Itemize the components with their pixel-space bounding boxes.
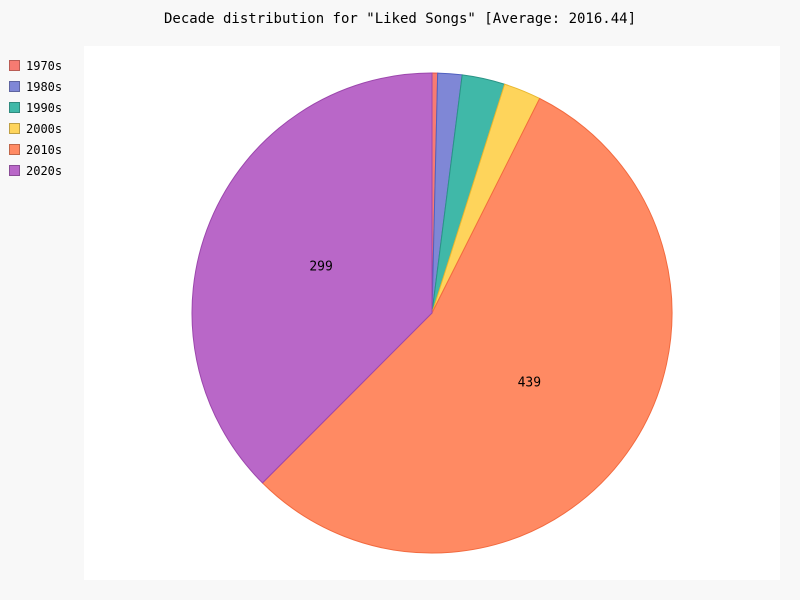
legend-swatch	[9, 81, 20, 92]
legend-swatch	[9, 144, 20, 155]
legend-label: 1970s	[26, 58, 63, 73]
legend-label: 2010s	[26, 142, 63, 157]
slice-label-2010s: 439	[518, 376, 541, 391]
legend-label: 1990s	[26, 100, 63, 115]
legend-item-1990s[interactable]: 1990s	[9, 97, 62, 118]
legend-item-1980s[interactable]: 1980s	[9, 76, 62, 97]
pie-slice-2020s[interactable]	[191, 72, 433, 484]
slice-label-2020s: 299	[309, 260, 332, 275]
legend-item-2020s[interactable]: 2020s	[9, 160, 62, 181]
legend-item-2000s[interactable]: 2000s	[9, 118, 62, 139]
legend-label: 2020s	[26, 163, 63, 178]
legend-label: 1980s	[26, 79, 63, 94]
chart-title: Decade distribution for "Liked Songs" [A…	[163, 11, 636, 27]
legend: 1970s 1980s 1990s 2000s 2010s 2020s	[9, 55, 62, 181]
legend-swatch	[9, 102, 20, 113]
legend-item-1970s[interactable]: 1970s	[9, 55, 62, 76]
legend-swatch	[9, 165, 20, 176]
pie-slice-2010s[interactable]	[261, 97, 673, 554]
legend-label: 2000s	[26, 121, 63, 136]
legend-item-2010s[interactable]: 2010s	[9, 139, 62, 160]
legend-swatch	[9, 60, 20, 71]
legend-swatch	[9, 123, 20, 134]
